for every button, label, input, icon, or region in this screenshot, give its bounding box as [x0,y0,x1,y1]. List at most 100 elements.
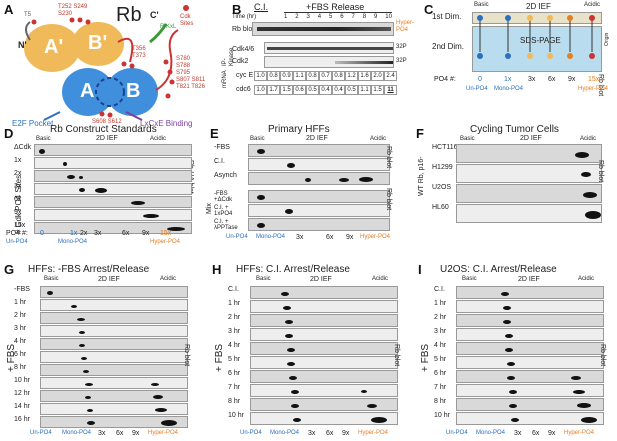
blot-spot [257,223,265,228]
t5-label: T5 [24,12,32,18]
row-label: 8 hr [434,398,447,405]
blot-strip [40,403,188,415]
blot-strip [40,299,188,311]
blot-strip [250,300,398,313]
basic-label: Basic [474,2,489,8]
cdc6-value: 0.6 [293,85,306,95]
blot-spot [95,187,107,193]
first-dim-label: 1st Dim. [432,12,462,21]
rb-title: Rb [116,4,142,26]
blot-strip [40,286,188,298]
blot-strip [456,314,604,327]
po4-num: 1x [70,230,78,237]
blot-spot [151,382,159,386]
panel-title: Cycling Tumor Cells [470,124,559,135]
basic-label: Basic [44,276,59,282]
blot-spot [281,291,289,296]
blot-strip [34,144,192,156]
panel-title: HFFs: -FBS Arrest/Release [28,264,150,275]
acidic-label: Acidic [160,276,177,282]
blot-spot [83,369,89,373]
ief-label: 2D IEF [96,135,118,142]
blot-strip [250,286,398,299]
row-label: 10 hr [14,377,30,384]
row-label: Asynch [214,172,237,179]
blot-spot [39,148,45,154]
blot-spot [283,305,291,310]
blot-strip [250,328,398,341]
row-label: H1299 [432,164,453,171]
hyper-po4-label: Hyper-PO4 [564,430,595,436]
fbs-release-label: +FBS Release [306,2,365,12]
time-6: 6 [340,14,344,20]
rxl-label: R/KxL [160,24,177,30]
po4-num: 2x [80,230,88,237]
cdc6-value: 1.0 [254,85,267,95]
cdc6-value: 0.4 [332,85,345,95]
blot-strip [34,183,192,195]
panel-title: HFFs: C.I. Arrest/Release [236,264,350,275]
blot-strip [34,209,192,221]
row-label: -FBS [214,144,230,151]
blot-strip [456,412,604,425]
blot-spot [67,175,75,179]
blot-spot [63,162,67,166]
domain-b-prime: B' [88,32,108,54]
blot-spot [287,163,295,168]
rb-domain-diagram [24,5,189,121]
row-label: 1 hr [434,300,447,307]
blot-spot [287,361,295,366]
blot-strip [456,164,602,183]
blot-strip [34,222,192,234]
blot-spot [285,333,293,338]
blot-spot [153,395,163,399]
time-4: 4 [317,14,322,20]
blot-strip [34,196,192,208]
blot-spot [47,291,53,295]
cyce-values: 1.0 0.8 0.9 1.1 0.8 0.7 0.8 1.2 1.6 2.0 … [254,71,397,81]
row-label: 10 hr [228,412,244,419]
blot-strip [456,356,604,369]
ief-label: 2D IEF [98,276,120,283]
blot-spot [509,403,517,408]
row-label: 6 hr [14,351,27,358]
cyce-value: 1.0 [254,71,267,81]
un-po4-label: Un-PO4 [466,86,488,92]
blot-spot [79,330,85,334]
po4-num: 6x [122,230,130,237]
blot-spot [291,403,299,408]
mono-po4-label: Mono-PO4 [270,430,300,436]
po4-num: 6x [326,234,334,241]
mono-po4-label: Mono-PO4 [62,430,92,436]
cdk-sites-label: Cdk Sites [180,14,194,27]
row-label: HL60 [432,204,449,211]
panel-letter: F [416,126,424,141]
blot-spot [77,317,85,321]
blot-spot [581,172,591,177]
po4-num: 3x [528,76,536,83]
blot-strip [40,338,188,350]
panel-letter: D [4,126,14,141]
cyce-value: 1.6 [358,71,371,81]
row-label: 2x [14,170,22,177]
po4-num: 6x [326,430,334,437]
blot-spot [161,420,177,426]
row-label: 3 hr [434,328,447,335]
time-2: 2 [295,14,299,20]
time-7: 7 [351,14,355,20]
blot-strip [250,384,398,397]
cyce-label: cyc E [236,72,254,79]
sites-mid: T356 T373 [132,46,146,59]
blot-spot [87,421,95,425]
blot-spot [79,343,85,347]
fbs-label: + FBS [420,343,431,372]
ief-spots [477,15,595,59]
blot-spot [339,177,349,182]
po4-num: 15x [588,76,600,83]
rb-blot-label: Rb blot [597,160,604,183]
blot-strip [40,325,188,337]
blot-spot [257,149,265,154]
panel-title: U2OS: C.I. Arrest/Release [440,264,557,275]
cdc6-value: 1.7 [267,85,280,95]
blot-spot [71,304,77,308]
